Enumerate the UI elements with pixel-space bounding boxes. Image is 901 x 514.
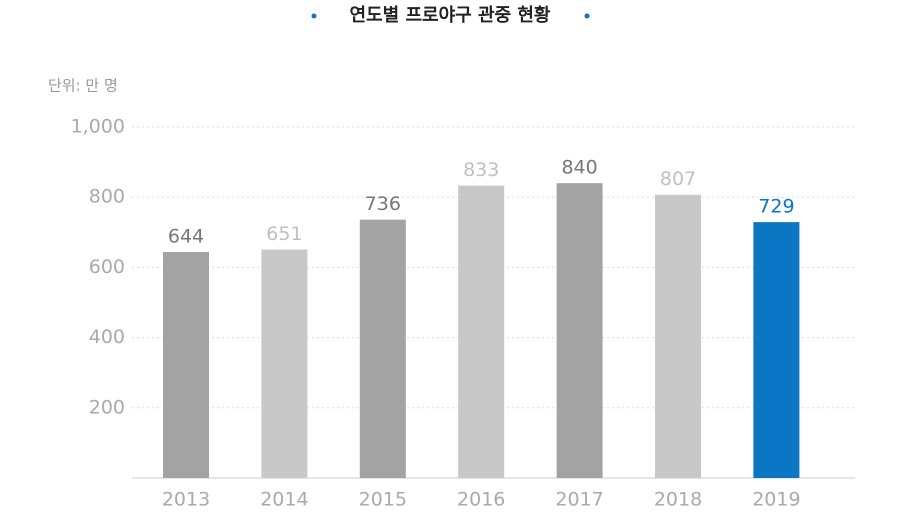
bar <box>556 183 603 478</box>
x-tick-label: 2016 <box>457 489 505 511</box>
bar <box>655 194 701 479</box>
value-label: 644 <box>168 225 204 247</box>
x-tick-label: 2013 <box>162 489 210 511</box>
y-tick-label: 800 <box>89 186 125 208</box>
value-label: 807 <box>660 168 696 190</box>
bar <box>359 219 406 478</box>
bar <box>261 249 308 478</box>
y-tick-label: 1,000 <box>71 116 125 138</box>
value-label: 833 <box>463 159 499 181</box>
value-label: 840 <box>561 157 597 179</box>
value-label: 729 <box>758 196 794 218</box>
x-tick-label: 2014 <box>260 489 308 511</box>
y-tick-label: 200 <box>89 396 125 418</box>
x-tick-label: 2017 <box>555 489 603 511</box>
unit-label: 단위: 만 명 <box>48 77 118 95</box>
value-label: 651 <box>266 223 302 245</box>
x-tick-label: 2019 <box>752 489 800 511</box>
bar <box>458 185 505 478</box>
value-label: 736 <box>365 193 401 215</box>
bar <box>163 251 209 478</box>
x-tick-label: 2015 <box>359 489 407 511</box>
x-tick-label: 2018 <box>654 489 702 511</box>
y-tick-label: 400 <box>89 326 125 348</box>
title-bullet <box>584 13 590 19</box>
title-bullet <box>311 13 317 19</box>
chart-title: 연도별 프로야구 관중 현황 <box>350 5 551 26</box>
bar <box>753 222 800 478</box>
y-tick-label: 600 <box>89 256 125 278</box>
